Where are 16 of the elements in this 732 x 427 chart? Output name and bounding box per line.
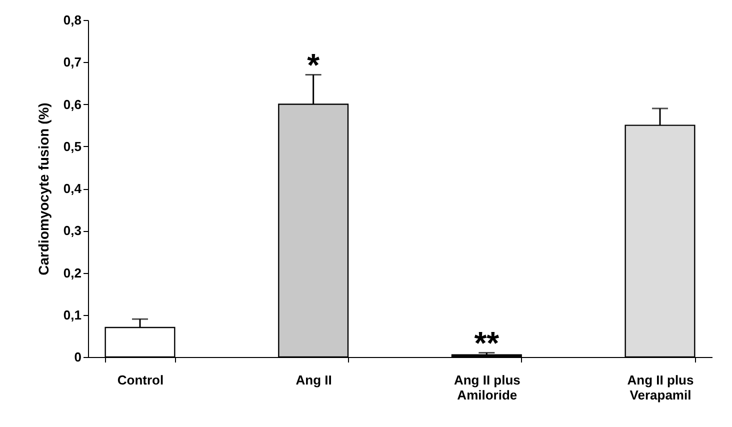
- y-tick-label: 0,1: [63, 307, 82, 322]
- y-tick-label: 0,2: [63, 265, 82, 280]
- y-axis-title: Cardiomyocyte fusion (%): [35, 102, 52, 276]
- y-tick-label: 0,6: [63, 96, 82, 112]
- annotation: **: [474, 324, 500, 361]
- y-tick-label: 0,8: [63, 12, 82, 28]
- y-tick-label: 0,4: [63, 181, 82, 196]
- y-tick-label: 0,3: [63, 223, 82, 238]
- x-tick-label: Ang II: [296, 372, 332, 388]
- annotation: *: [307, 46, 320, 83]
- y-tick-label: 0,7: [63, 54, 82, 70]
- y-tick-label: 0,5: [63, 138, 82, 154]
- x-tick-label: Ang II plus Verapamil: [627, 372, 694, 402]
- y-tick-label: 0: [74, 350, 82, 364]
- x-tick-label: Control: [117, 372, 164, 388]
- x-tick-label: Ang II plus Amiloride: [454, 372, 520, 402]
